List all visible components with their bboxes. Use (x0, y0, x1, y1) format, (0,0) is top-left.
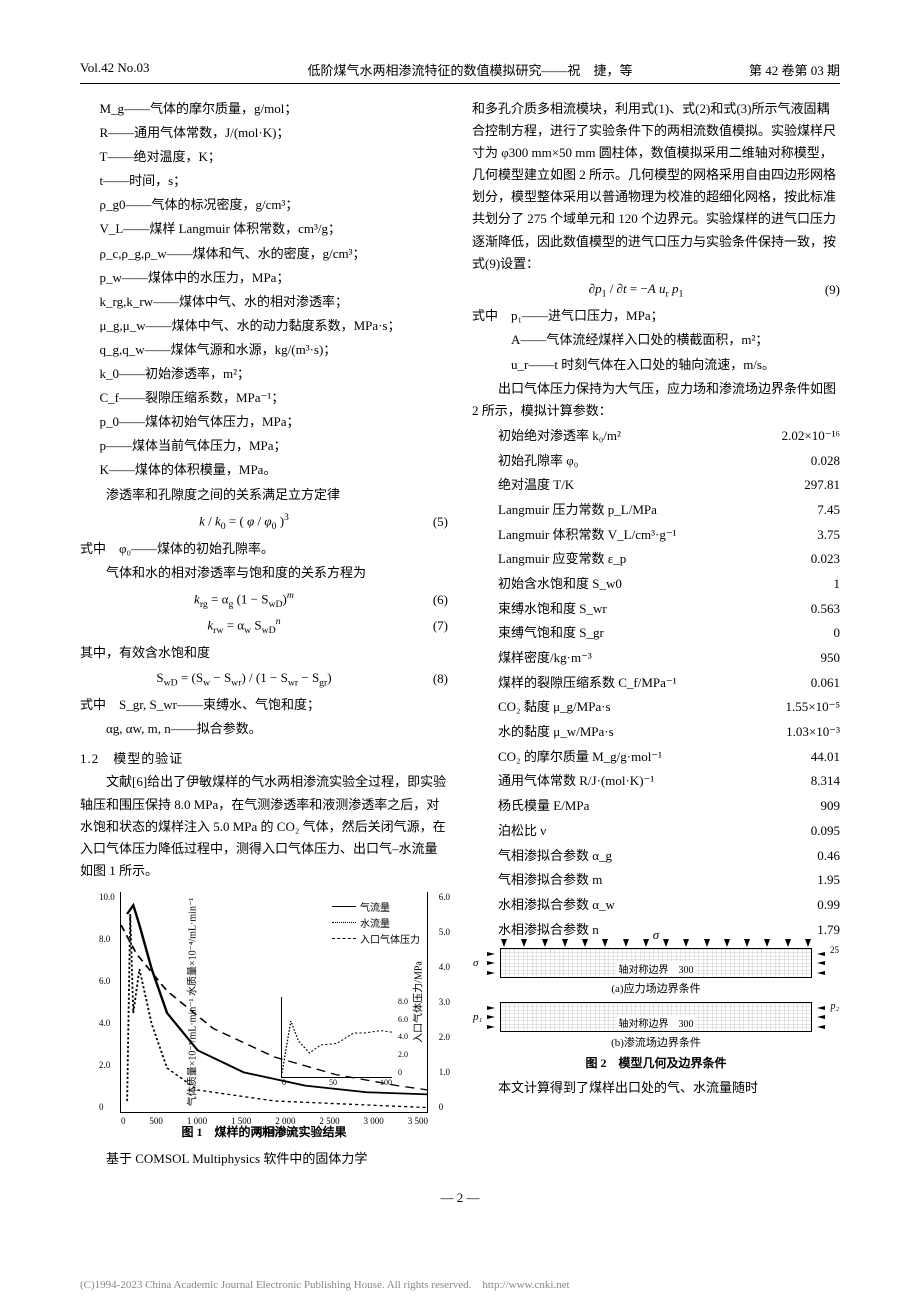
param-row: 水相渗拟合参数 α_w0.99 (472, 893, 840, 918)
param-row: Langmuir 应变常数 ε_p0.023 (472, 547, 840, 572)
fig1-chart: 气体质量×10⁻³/mL·min⁻¹ 水质量×10⁻⁴/mL·min⁻¹ 入口气… (120, 892, 428, 1113)
eqnum-9: (9) (800, 282, 840, 298)
page-header: Vol.42 No.03 低阶煤气水两相渗流特征的数值模拟研究——祝 捷，等 第… (80, 60, 840, 84)
symbol-definition: k_0——初始渗透率，m²； (80, 363, 448, 385)
param-row: 煤样密度/kg·m⁻³950 (472, 646, 840, 671)
param-row: 初始含水饱和度 S_w01 (472, 572, 840, 597)
page-number: — 2 — (80, 1190, 840, 1206)
right-column: 和多孔介质多相流模块，利用式(1)、式(2)和式(3)所示气液固耦合控制方程，进… (472, 96, 840, 1172)
symbol-definition: ρ_g0——气体的标况密度，g/cm³； (80, 194, 448, 216)
header-vol: Vol.42 No.03 (80, 60, 220, 79)
footer: (C)1994-2023 China Academic Journal Elec… (0, 1246, 920, 1292)
sgr-swr-def: 式中 S_gr, S_wr——束缚水、气饱和度； (80, 694, 448, 716)
footer-text: (C)1994-2023 China Academic Journal Elec… (80, 1279, 570, 1291)
right-body4: 本文计算得到了煤样出口处的气、水流量随时 (472, 1077, 840, 1099)
phi0-def: 式中 φ₀——煤体的初始孔隙率。 (80, 538, 448, 560)
left-column: M_g——气体的摩尔质量，g/mol；R——通用气体常数，J/(mol·K)；T… (80, 96, 448, 1172)
p1-def: 式中 p₁——进气口压力，MPa； (472, 305, 840, 327)
figure-2: σ σ 25 轴对称边界 300 (a)应力场边界条件 p₁ p₂ 轴对称边界 … (480, 948, 832, 1071)
ur-def: u_r——t 时刻气体在入口处的轴向流速，m/s。 (472, 354, 840, 376)
fig2-bar-a: σ σ 25 轴对称边界 300 (500, 948, 812, 978)
swd-intro: 其中，有效含水饱和度 (80, 642, 448, 664)
header-issue: 第 42 卷第 03 期 (720, 60, 840, 79)
symbol-definition: k_rg,k_rw——煤体中气、水的相对渗透率； (80, 291, 448, 313)
param-row: 束缚水饱和度 S_wr0.563 (472, 597, 840, 622)
eqnum-8: (8) (408, 671, 448, 687)
eqnum-7: (7) (408, 618, 448, 634)
equation-5: k / k0 = ( φ / φ0 )3 (80, 512, 408, 532)
fig1-inset: 050100 02.04.06.08.0 (281, 997, 392, 1078)
param-row: Langmuir 压力常数 p_L/MPa7.45 (472, 498, 840, 523)
symbol-definition: p_w——煤体中的水压力，MPa； (80, 267, 448, 289)
symbol-definition: T——绝对温度，K； (80, 146, 448, 168)
eqnum-6: (6) (408, 592, 448, 608)
equation-7: krw = αw SwDn (80, 616, 408, 636)
symbol-definition: K——煤体的体积模量，MPa。 (80, 459, 448, 481)
symbol-definition: μ_g,μ_w——煤体中气、水的动力黏度系数，MPa·s； (80, 315, 448, 337)
section-1-2: 1.2 模型的验证 (80, 748, 448, 767)
relperm-intro: 气体和水的相对渗透率与饱和度的关系方程为 (80, 562, 448, 584)
symbol-definition: M_g——气体的摩尔质量，g/mol； (80, 98, 448, 120)
param-row: 初始绝对渗透率 k₀/m²2.02×10⁻¹⁶ (472, 424, 840, 449)
alpha-def: αg, αw, m, n——拟合参数。 (80, 718, 448, 740)
fig2-sub-b: (b)渗流场边界条件 (480, 1034, 832, 1050)
param-row: 水的黏度 μ_w/MPa·s1.03×10⁻³ (472, 720, 840, 745)
eqnum-5: (5) (408, 514, 448, 530)
fig1-legend: 气流量 水流量 入口气体压力 (330, 896, 422, 949)
right-body1: 和多孔介质多相流模块，利用式(1)、式(2)和式(3)所示气液固耦合控制方程，进… (472, 98, 840, 275)
equation-8: SwD = (Sw − Swr) / (1 − Swr − Sgr) (80, 670, 408, 689)
body-exp-desc: 文献[6]给出了伊敏煤样的气水两相渗流实验全过程，即实验轴压和围压保持 8.0 … (80, 771, 448, 881)
param-row: 煤样的裂隙压缩系数 C_f/MPa⁻¹0.061 (472, 671, 840, 696)
symbol-definition: q_g,q_w——煤体气源和水源，kg/(m³·s)； (80, 339, 448, 361)
symbol-definition: ρ_c,ρ_g,ρ_w——煤体和气、水的密度，g/cm³； (80, 243, 448, 265)
symbol-definition: R——通用气体常数，J/(mol·K)； (80, 122, 448, 144)
equation-6: krg = αg (1 − SwD)m (80, 590, 408, 610)
figure-1: 气体质量×10⁻³/mL·min⁻¹ 水质量×10⁻⁴/mL·min⁻¹ 入口气… (80, 892, 448, 1140)
fig2-sub-a: (a)应力场边界条件 (480, 980, 832, 996)
body-comsol: 基于 COMSOL Multiphysics 软件中的固体力学 (80, 1148, 448, 1170)
param-row: 初始孔隙率 φ₀0.028 (472, 449, 840, 474)
param-row: 通用气体常数 R/J·(mol·K)⁻¹8.314 (472, 769, 840, 794)
param-row: Langmuir 体积常数 V_L/cm³·g⁻¹3.75 (472, 523, 840, 548)
equation-9: ∂p1 / ∂t = −A ur p1 (472, 281, 800, 300)
symbol-definition: t——时间，s； (80, 170, 448, 192)
param-row: CO₂ 的摩尔质量 M_g/g·mol⁻¹44.01 (472, 745, 840, 770)
param-row: 泊松比 ν0.095 (472, 819, 840, 844)
param-row: 气相渗拟合参数 α_g0.46 (472, 844, 840, 869)
symbol-definition: p_0——煤体初始气体压力，MPa； (80, 411, 448, 433)
right-body3: 出口气体压力保持为大气压，应力场和渗流场边界条件如图 2 所示，模拟计算参数： (472, 378, 840, 422)
header-title: 低阶煤气水两相渗流特征的数值模拟研究——祝 捷，等 (220, 60, 720, 79)
A-def: A——气体流经煤样入口处的横截面积，m²； (472, 329, 840, 351)
symbol-definition: p——煤体当前气体压力，MPa； (80, 435, 448, 457)
param-row: CO₂ 黏度 μ_g/MPa·s1.55×10⁻⁵ (472, 695, 840, 720)
symbol-definition: C_f——裂隙压缩系数，MPa⁻¹； (80, 387, 448, 409)
param-row: 气相渗拟合参数 m1.95 (472, 868, 840, 893)
fig2-bar-b: p₁ p₂ 轴对称边界 300 (500, 1002, 812, 1032)
symbol-definition: V_L——煤样 Langmuir 体积常数，cm³/g； (80, 218, 448, 240)
text-perm-law: 渗透率和孔隙度之间的关系满足立方定律 (80, 484, 448, 506)
param-row: 束缚气饱和度 S_gr0 (472, 621, 840, 646)
param-row: 绝对温度 T/K297.81 (472, 473, 840, 498)
fig2-caption: 图 2 模型几何及边界条件 (480, 1054, 832, 1071)
param-row: 杨氏模量 E/MPa909 (472, 794, 840, 819)
